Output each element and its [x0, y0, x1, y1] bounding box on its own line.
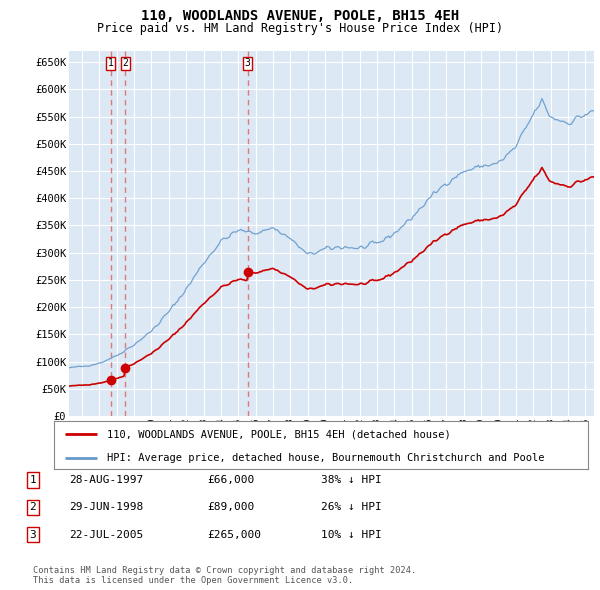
Text: 10% ↓ HPI: 10% ↓ HPI [321, 530, 382, 539]
Text: £89,000: £89,000 [207, 503, 254, 512]
Text: 1: 1 [29, 476, 37, 485]
Text: 29-JUN-1998: 29-JUN-1998 [69, 503, 143, 512]
Text: 3: 3 [29, 530, 37, 539]
Text: 26% ↓ HPI: 26% ↓ HPI [321, 503, 382, 512]
Text: Price paid vs. HM Land Registry's House Price Index (HPI): Price paid vs. HM Land Registry's House … [97, 22, 503, 35]
Text: £265,000: £265,000 [207, 530, 261, 539]
Text: 2: 2 [122, 58, 128, 68]
Text: 28-AUG-1997: 28-AUG-1997 [69, 476, 143, 485]
Text: 3: 3 [245, 58, 251, 68]
Text: £66,000: £66,000 [207, 476, 254, 485]
Text: Contains HM Land Registry data © Crown copyright and database right 2024.
This d: Contains HM Land Registry data © Crown c… [33, 566, 416, 585]
Text: 2: 2 [29, 503, 37, 512]
Text: HPI: Average price, detached house, Bournemouth Christchurch and Poole: HPI: Average price, detached house, Bour… [107, 453, 545, 463]
Text: 110, WOODLANDS AVENUE, POOLE, BH15 4EH: 110, WOODLANDS AVENUE, POOLE, BH15 4EH [141, 9, 459, 24]
Text: 38% ↓ HPI: 38% ↓ HPI [321, 476, 382, 485]
Text: 1: 1 [108, 58, 113, 68]
Text: 110, WOODLANDS AVENUE, POOLE, BH15 4EH (detached house): 110, WOODLANDS AVENUE, POOLE, BH15 4EH (… [107, 429, 451, 439]
Text: 22-JUL-2005: 22-JUL-2005 [69, 530, 143, 539]
